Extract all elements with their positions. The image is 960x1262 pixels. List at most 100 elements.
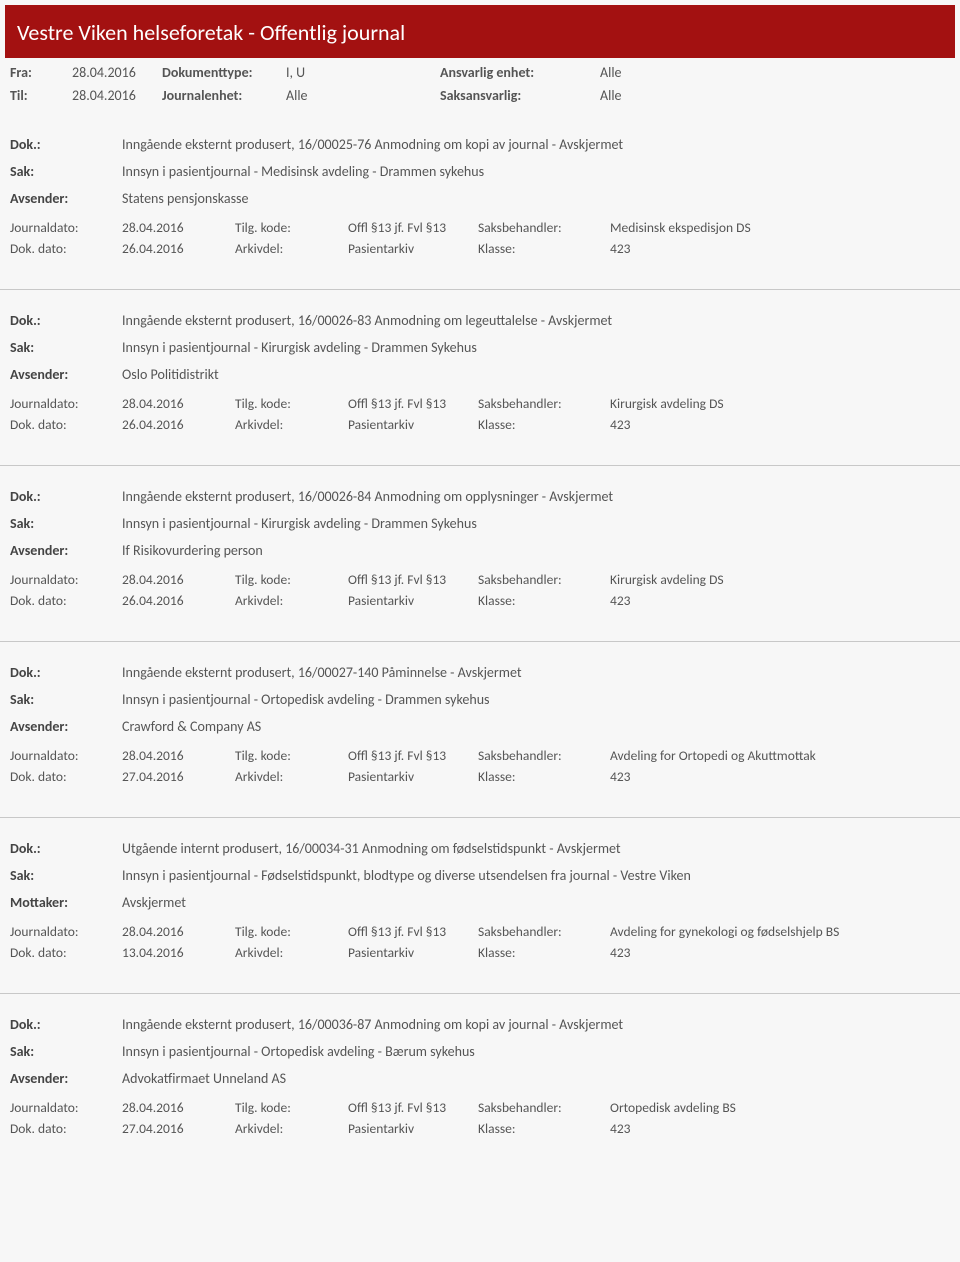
dokdato-label: Dok. dato: (10, 240, 122, 257)
journaldato-value: 28.04.2016 (122, 571, 235, 588)
arkivdel-value: Pasientarkiv (348, 416, 478, 433)
dok-value: Inngående eksternt produsert, 16/00036-8… (122, 1016, 623, 1033)
dokdato-label: Dok. dato: (10, 768, 122, 785)
tilgkode-value: Offl §13 jf. Fvl §13 (348, 571, 478, 588)
journaldato-label: Journaldato: (10, 571, 122, 588)
dok-value: Inngående eksternt produsert, 16/00026-8… (122, 312, 612, 329)
dokdato-value: 27.04.2016 (122, 1120, 235, 1137)
party-value: If Risikovurdering person (122, 542, 263, 559)
journaldato-value: 28.04.2016 (122, 219, 235, 236)
dokdato-value: 26.04.2016 (122, 592, 235, 609)
arkivdel-label: Arkivdel: (235, 944, 348, 961)
page-title: Vestre Viken helseforetak - Offentlig jo… (5, 5, 955, 58)
dok-label: Dok.: (10, 136, 122, 153)
journal-entry: Dok.: Inngående eksternt produsert, 16/0… (0, 289, 960, 447)
sak-label: Sak: (10, 867, 122, 884)
saksansvarlig-value: Alle (600, 87, 622, 104)
tilgkode-value: Offl §13 jf. Fvl §13 (348, 923, 478, 940)
klasse-label: Klasse: (478, 416, 610, 433)
tilgkode-label: Tilg. kode: (235, 395, 348, 412)
saksbehandler-value: Avdeling for Ortopedi og Akuttmottak (610, 747, 950, 764)
journaldato-value: 28.04.2016 (122, 1099, 235, 1116)
saksbehandler-value: Avdeling for gynekologi og fødselshjelp … (610, 923, 950, 940)
klasse-label: Klasse: (478, 1120, 610, 1137)
ansvarlig-value: Alle (600, 64, 622, 81)
klasse-value: 423 (610, 944, 950, 961)
journal-entry: Dok.: Inngående eksternt produsert, 16/0… (0, 465, 960, 623)
sak-value: Innsyn i pasientjournal - Fødselstidspun… (122, 867, 691, 884)
saksbehandler-value: Kirurgisk avdeling DS (610, 571, 950, 588)
party-value: Oslo Politidistrikt (122, 366, 219, 383)
til-label: Til: (10, 87, 72, 104)
dok-label: Dok.: (10, 1016, 122, 1033)
saksbehandler-label: Saksbehandler: (478, 1099, 610, 1116)
party-value: Crawford & Company AS (122, 718, 261, 735)
tilgkode-value: Offl §13 jf. Fvl §13 (348, 395, 478, 412)
klasse-value: 423 (610, 1120, 950, 1137)
tilgkode-value: Offl §13 jf. Fvl §13 (348, 1099, 478, 1116)
journaldato-label: Journaldato: (10, 395, 122, 412)
dokdato-label: Dok. dato: (10, 1120, 122, 1137)
sak-label: Sak: (10, 339, 122, 356)
saksbehandler-value: Medisinsk ekspedisjon DS (610, 219, 950, 236)
party-value: Avskjermet (122, 894, 186, 911)
sak-label: Sak: (10, 1043, 122, 1060)
sak-value: Innsyn i pasientjournal - Kirurgisk avde… (122, 515, 477, 532)
arkivdel-label: Arkivdel: (235, 592, 348, 609)
arkivdel-label: Arkivdel: (235, 240, 348, 257)
arkivdel-label: Arkivdel: (235, 416, 348, 433)
saksbehandler-label: Saksbehandler: (478, 395, 610, 412)
saksbehandler-label: Saksbehandler: (478, 923, 610, 940)
dok-label: Dok.: (10, 840, 122, 857)
dokdato-label: Dok. dato: (10, 592, 122, 609)
sak-label: Sak: (10, 691, 122, 708)
journal-entry: Dok.: Inngående eksternt produsert, 16/0… (0, 993, 960, 1151)
filter-bar: Fra: Til: 28.04.2016 28.04.2016 Dokument… (0, 58, 960, 114)
dok-value: Inngående eksternt produsert, 16/00025-7… (122, 136, 623, 153)
saksbehandler-label: Saksbehandler: (478, 571, 610, 588)
arkivdel-value: Pasientarkiv (348, 944, 478, 961)
doktype-value: I, U (286, 64, 440, 81)
tilgkode-label: Tilg. kode: (235, 747, 348, 764)
party-label: Mottaker: (10, 894, 122, 911)
fra-label: Fra: (10, 64, 72, 81)
arkivdel-label: Arkivdel: (235, 768, 348, 785)
tilgkode-label: Tilg. kode: (235, 1099, 348, 1116)
klasse-label: Klasse: (478, 240, 610, 257)
party-label: Avsender: (10, 718, 122, 735)
journal-entry: Dok.: Utgående internt produsert, 16/000… (0, 817, 960, 975)
saksbehandler-label: Saksbehandler: (478, 747, 610, 764)
saksbehandler-value: Ortopedisk avdeling BS (610, 1099, 950, 1116)
journal-entry: Dok.: Inngående eksternt produsert, 16/0… (0, 641, 960, 799)
sak-value: Innsyn i pasientjournal - Medisinsk avde… (122, 163, 484, 180)
party-value: Advokatfirmaet Unneland AS (122, 1070, 286, 1087)
doktype-label: Dokumenttype: (162, 64, 286, 81)
klasse-value: 423 (610, 240, 950, 257)
tilgkode-label: Tilg. kode: (235, 923, 348, 940)
party-label: Avsender: (10, 542, 122, 559)
dok-label: Dok.: (10, 488, 122, 505)
ansvarlig-label: Ansvarlig enhet: (440, 64, 600, 81)
klasse-label: Klasse: (478, 944, 610, 961)
journaldato-label: Journaldato: (10, 747, 122, 764)
sak-label: Sak: (10, 163, 122, 180)
tilgkode-label: Tilg. kode: (235, 571, 348, 588)
arkivdel-value: Pasientarkiv (348, 592, 478, 609)
arkivdel-value: Pasientarkiv (348, 768, 478, 785)
sak-value: Innsyn i pasientjournal - Kirurgisk avde… (122, 339, 477, 356)
party-label: Avsender: (10, 1070, 122, 1087)
tilgkode-label: Tilg. kode: (235, 219, 348, 236)
journaldato-value: 28.04.2016 (122, 923, 235, 940)
klasse-label: Klasse: (478, 768, 610, 785)
dok-label: Dok.: (10, 664, 122, 681)
saksbehandler-value: Kirurgisk avdeling DS (610, 395, 950, 412)
dokdato-value: 26.04.2016 (122, 240, 235, 257)
arkivdel-value: Pasientarkiv (348, 240, 478, 257)
dokdato-label: Dok. dato: (10, 944, 122, 961)
til-value: 28.04.2016 (72, 87, 162, 104)
klasse-value: 423 (610, 416, 950, 433)
arkivdel-value: Pasientarkiv (348, 1120, 478, 1137)
dokdato-value: 13.04.2016 (122, 944, 235, 961)
dok-value: Inngående eksternt produsert, 16/00026-8… (122, 488, 613, 505)
saksansvarlig-label: Saksansvarlig: (440, 87, 600, 104)
